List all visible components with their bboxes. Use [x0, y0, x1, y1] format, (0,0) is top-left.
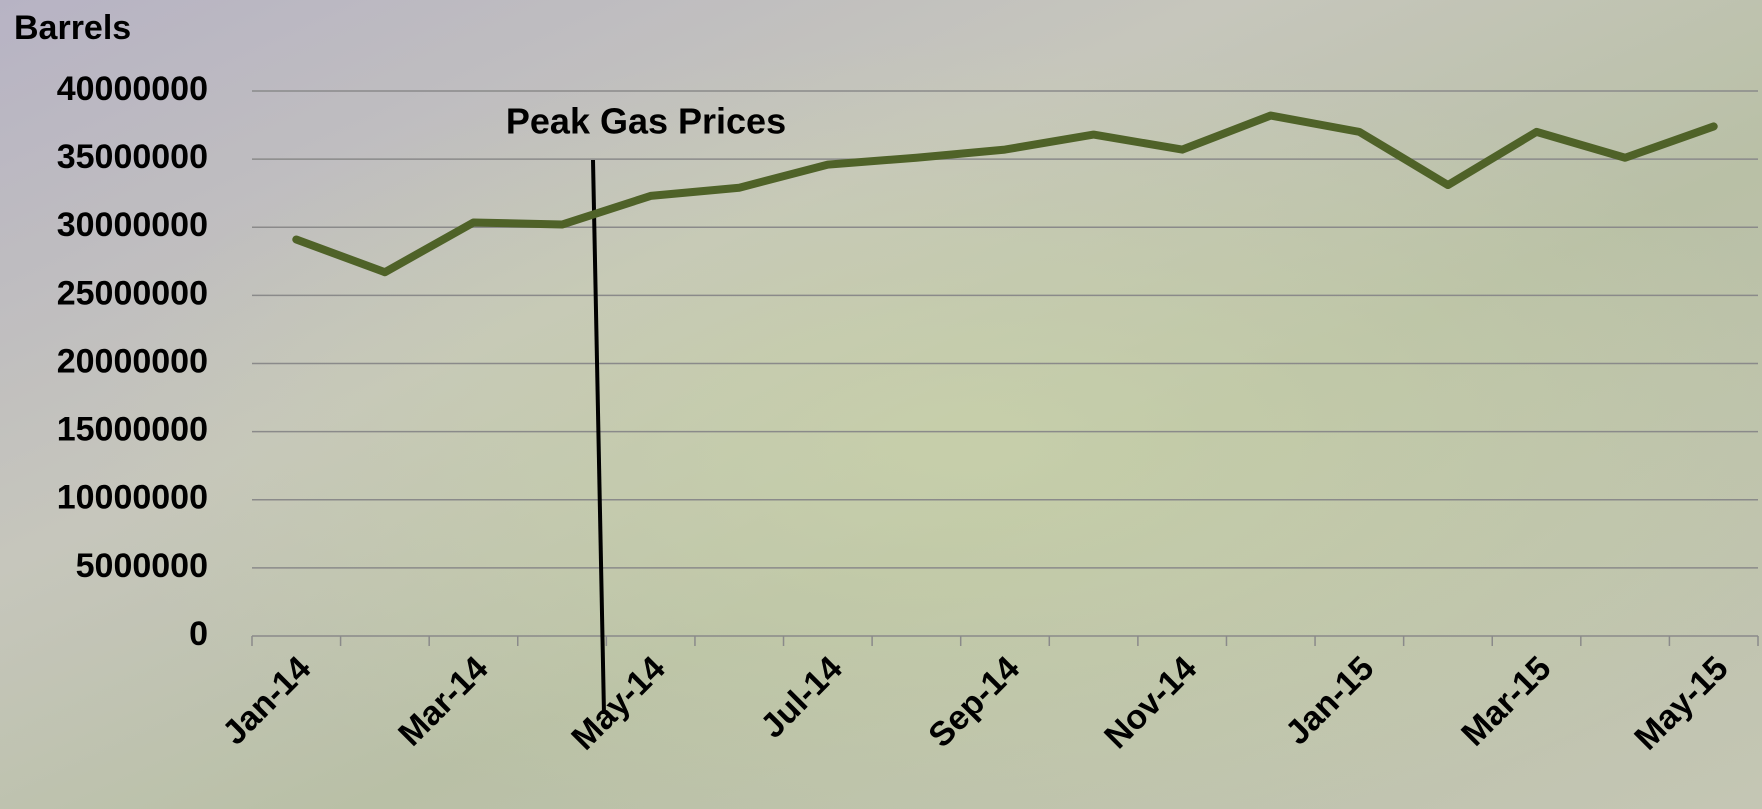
y-tick-label: 25000000	[57, 274, 208, 312]
y-tick-label: 10000000	[57, 479, 208, 517]
y-axis-label: Barrels	[14, 9, 131, 47]
y-tick-label: 30000000	[57, 206, 208, 244]
y-tick-label: 20000000	[57, 342, 208, 380]
y-tick-label: 0	[189, 615, 208, 653]
annotation: Peak Gas Prices	[506, 101, 786, 142]
y-tick-label: 5000000	[76, 547, 208, 585]
y-tick-label: 35000000	[57, 138, 208, 176]
chart: Barrels Peak Gas Prices 0 5000000 10000000…	[0, 0, 1762, 809]
y-tick-label: 15000000	[57, 411, 208, 449]
page: {"chart_data": {"type": "line", "y_label…	[0, 0, 1762, 809]
y-tick-label: 40000000	[57, 70, 208, 108]
